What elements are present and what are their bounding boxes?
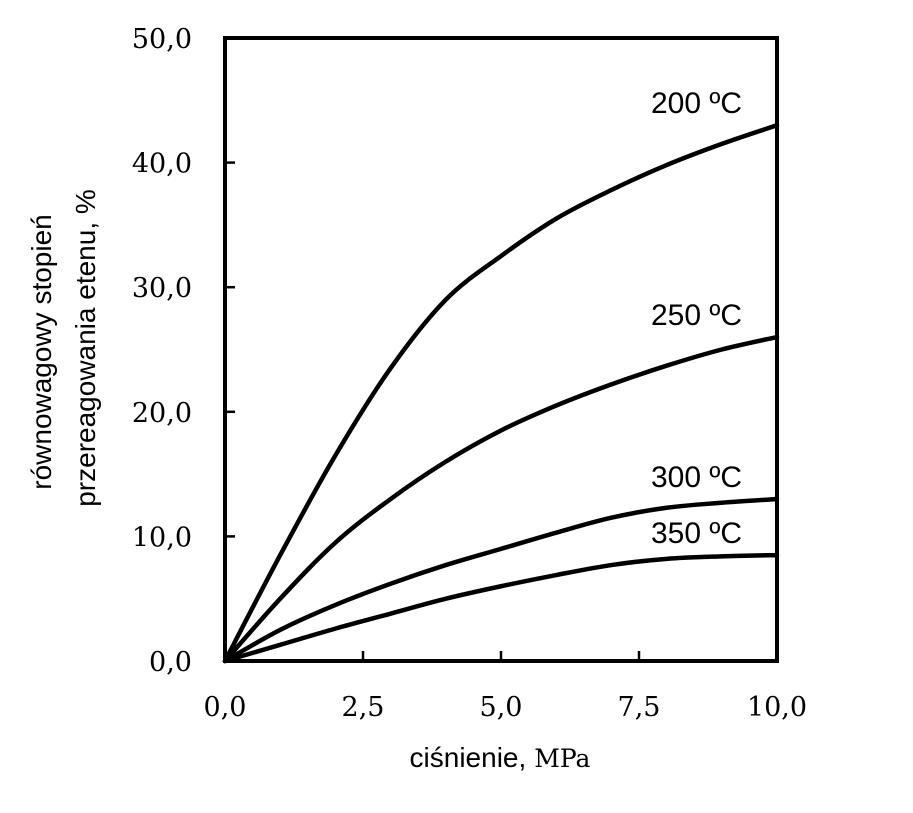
y-tick-label: 30,0 [132, 273, 192, 304]
plot-frame [223, 36, 779, 663]
series-line-3 [222, 496, 780, 664]
x-tick-label: 2,5 [342, 692, 385, 723]
x-tick-label: 7,5 [618, 692, 661, 723]
series-label-1: 200 ºC [651, 87, 742, 120]
series-line-2 [222, 334, 780, 664]
x-tick-label: 10,0 [747, 692, 807, 723]
x-tick-label: 5,0 [480, 692, 523, 723]
series-line-4 [222, 552, 780, 664]
series-line-1 [222, 122, 780, 664]
series-label-2: 250 ºC [651, 299, 742, 332]
y-axis-title: równowagowy stopień przereagowania etenu… [26, 189, 101, 507]
series-label-3: 300 ºC [651, 461, 742, 494]
axis-tick-labels: 0,0 2,5 5,0 7,5 10,0 0,0 10,0 20,0 30,0 40,0 50,0 [132, 24, 807, 723]
series-labels: 200 ºC 250 ºC 300 ºC 350 ºC [651, 87, 742, 550]
y-tick-label: 20,0 [132, 398, 192, 429]
x-tick-label: 0,0 [204, 692, 247, 723]
y-tick-label: 0,0 [149, 647, 192, 678]
x-axis-title-unit: MPa [534, 744, 590, 773]
x-axis-title: ciśnienie, MPa [410, 742, 591, 773]
x-axis-title-text: ciśnienie, [410, 742, 527, 773]
y-axis-title-line-1: równowagowy stopień [26, 214, 57, 490]
y-tick-label: 40,0 [132, 149, 192, 180]
y-tick-label: 10,0 [132, 522, 192, 553]
series-lines [222, 122, 780, 664]
series-label-4: 350 ºC [651, 517, 742, 550]
y-axis-title-line-2: przereagowania etenu, % [70, 189, 101, 507]
y-tick-label: 50,0 [132, 24, 192, 55]
